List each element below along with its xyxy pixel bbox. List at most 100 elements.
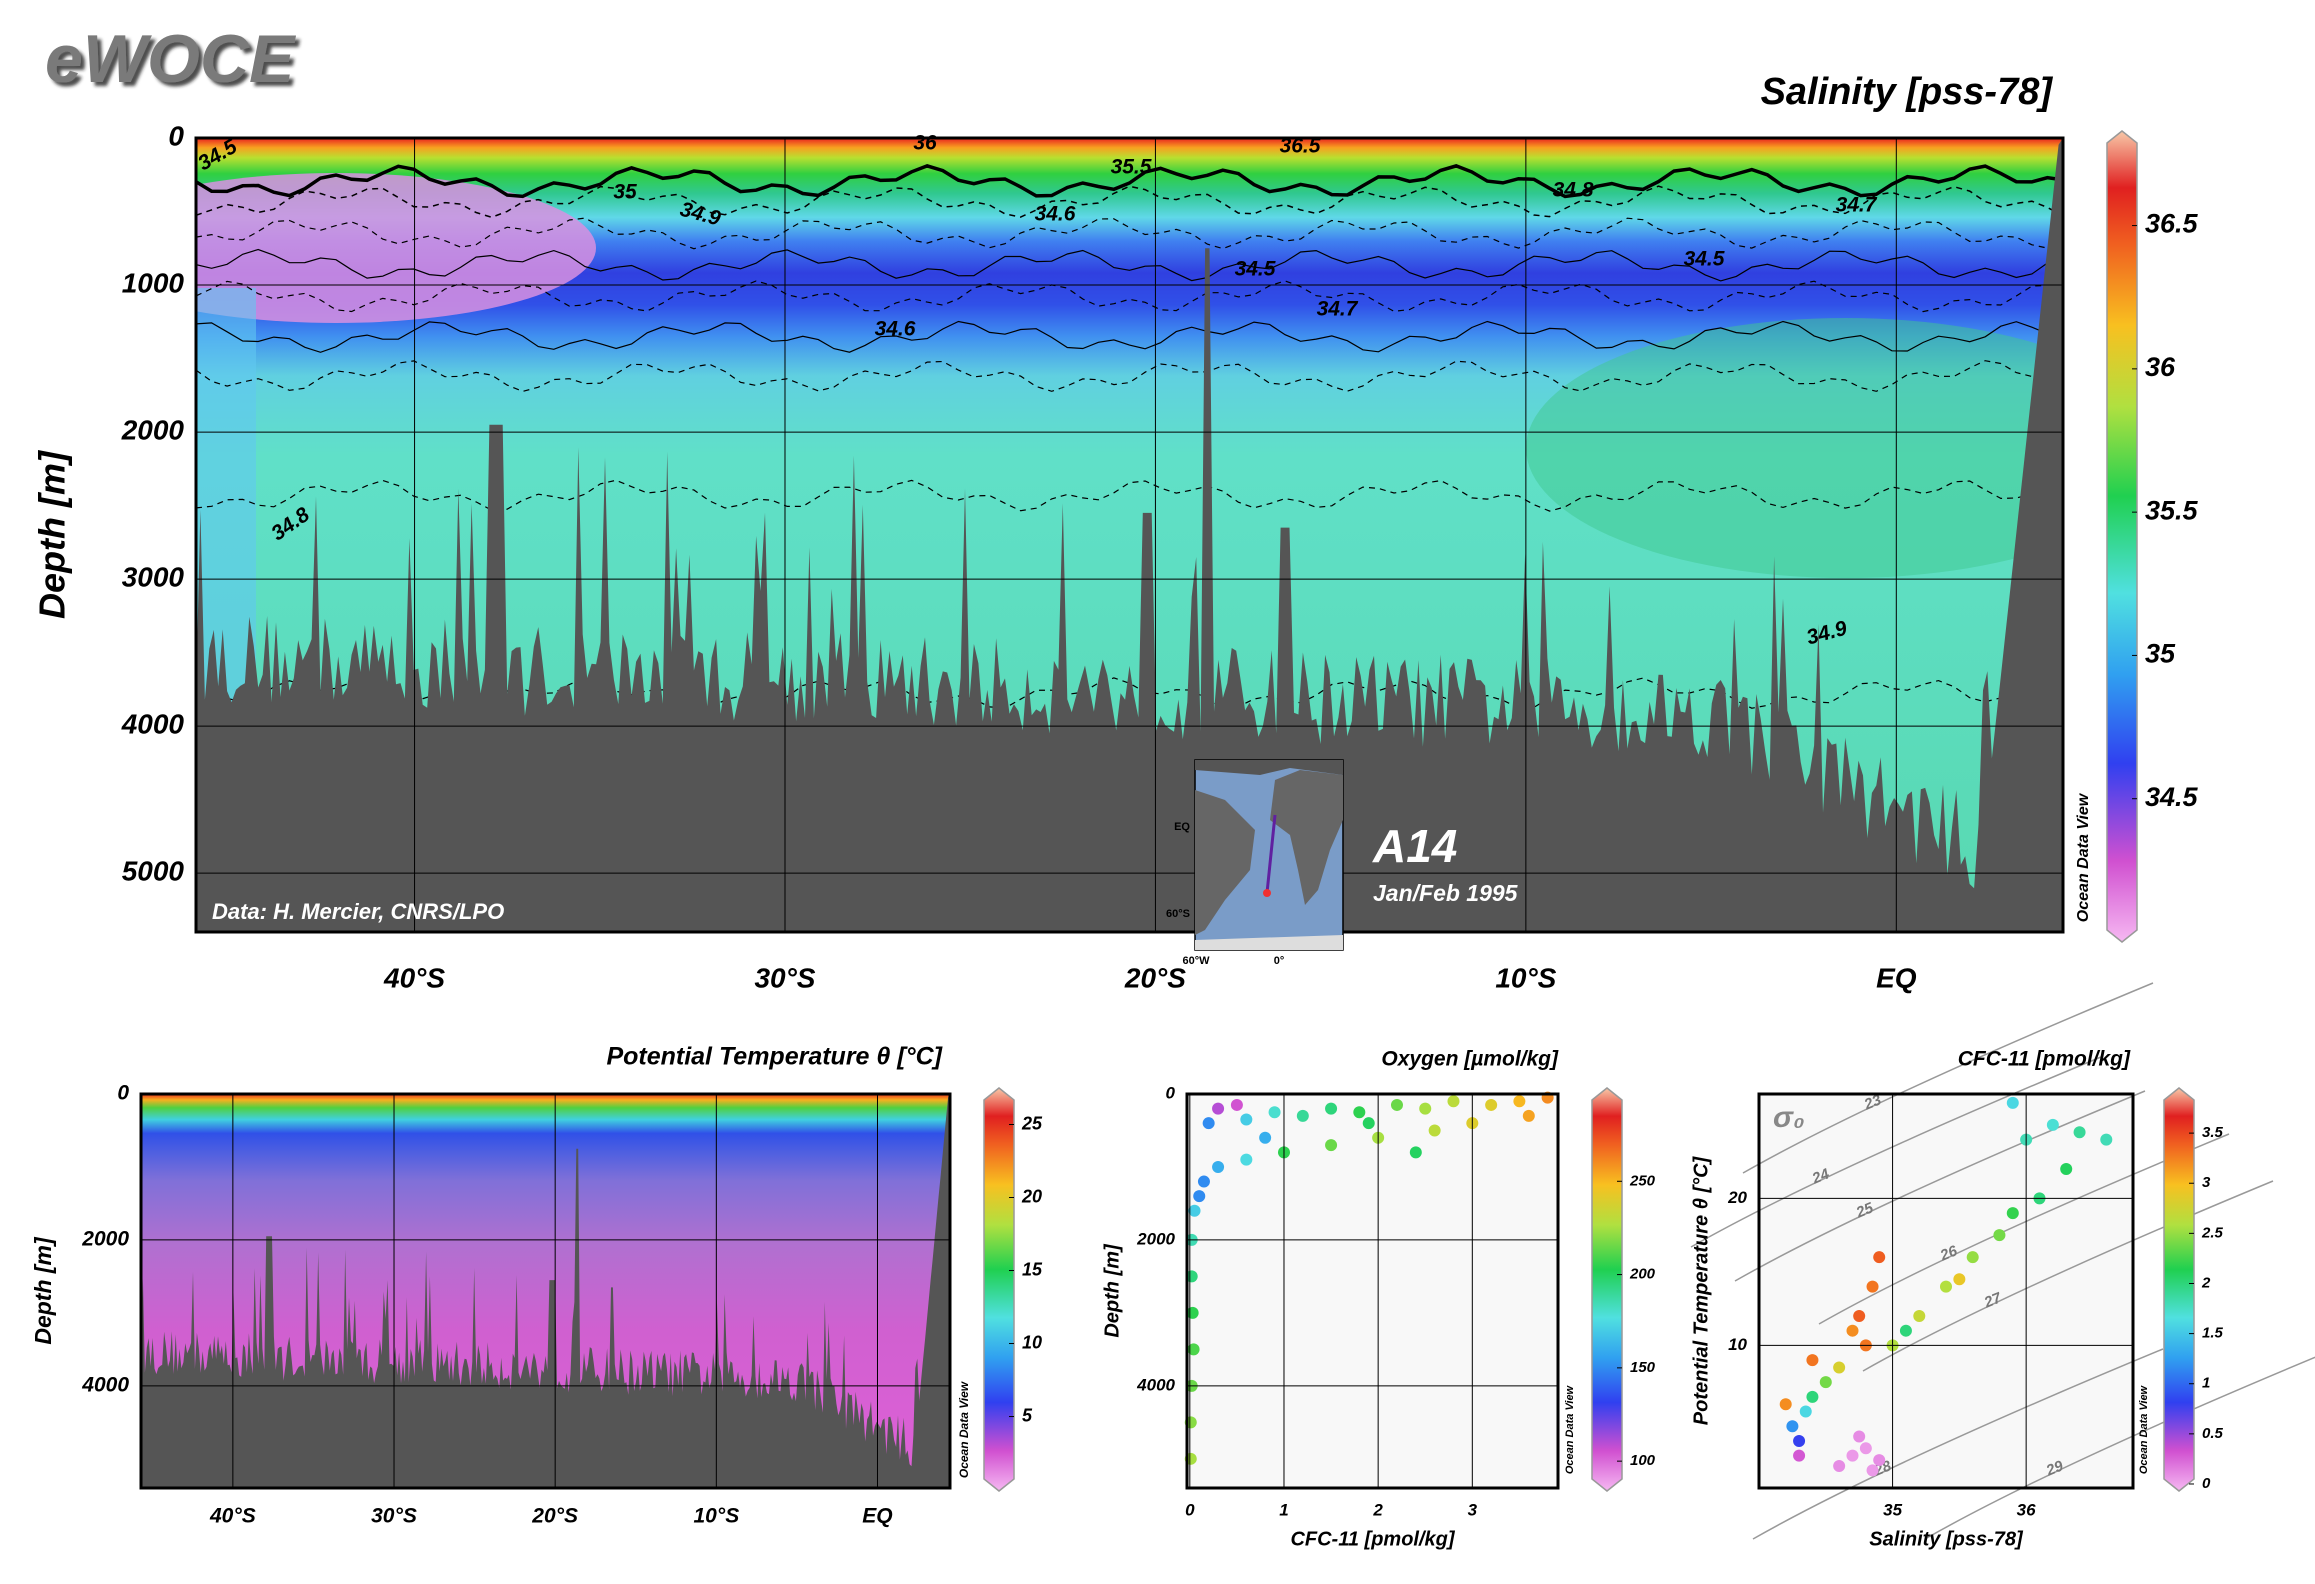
- point: [1799, 1405, 1812, 1418]
- contour-label: 34.6: [1035, 203, 1076, 226]
- isopycnal: [1752, 1348, 2164, 1540]
- y-tick-label: 4000: [1136, 1375, 1175, 1394]
- point: [1428, 1124, 1441, 1137]
- y-tick-label: 0: [168, 120, 184, 151]
- y-tick-label: 20: [1727, 1188, 1747, 1207]
- x-tick-label: 35: [1883, 1500, 1902, 1519]
- isopycnal-label: 26: [1937, 1242, 1960, 1265]
- contour-line: [196, 185, 2063, 219]
- colorbar-tick-label: 25: [1021, 1113, 1043, 1133]
- point: [1230, 1098, 1243, 1111]
- point: [1185, 1270, 1198, 1283]
- annotation: Jan/Feb 1995: [1373, 880, 1519, 906]
- point: [1212, 1102, 1225, 1115]
- topography: [141, 1094, 950, 1488]
- colorbar-tick-label: 250: [1629, 1172, 1656, 1189]
- x-tick-label: 2: [1372, 1500, 1383, 1519]
- x-tick-label: 10°S: [1495, 962, 1556, 993]
- point: [1353, 1106, 1366, 1119]
- plot-frame: [1185, 1092, 1560, 1490]
- x-axis-label: CFC-11 [pmol/kg]: [1290, 1528, 1455, 1550]
- colorbar: [2106, 130, 2138, 943]
- isopycnal: [1734, 1090, 2146, 1282]
- y-axis-label: Depth [m]: [32, 450, 73, 619]
- colorbar-tick-label: 1: [2202, 1375, 2210, 1392]
- point: [1819, 1376, 1832, 1389]
- point: [1833, 1459, 1846, 1472]
- contour-line: [196, 248, 2063, 282]
- point: [2100, 1133, 2113, 1146]
- x-tick-label: 30°S: [754, 962, 815, 993]
- x-tick-label: 3: [1468, 1500, 1478, 1519]
- y-tick-label: 0: [1166, 1083, 1176, 1102]
- y-tick-label: 2000: [1136, 1229, 1175, 1248]
- logo: eWOCE: [45, 21, 297, 97]
- x-axis-label: Salinity [pss-78]: [1869, 1528, 2024, 1550]
- colorbar-tick-label: 0.5: [2202, 1425, 2224, 1442]
- y-tick-label: 0: [117, 1082, 129, 1105]
- point: [2006, 1096, 2019, 1109]
- x-tick-label: 0: [1185, 1500, 1195, 1519]
- x-tick-label: 20°S: [1124, 962, 1186, 993]
- chart-title: Potential Temperature θ [°C]: [606, 1043, 943, 1071]
- point: [1859, 1442, 1872, 1455]
- inset-label: 0°: [1274, 955, 1285, 967]
- point: [1419, 1102, 1432, 1115]
- point: [1193, 1190, 1206, 1203]
- colorbar-tick-label: 2.5: [2201, 1224, 2224, 1241]
- y-axis-label: Potential Temperature θ [°C]: [1690, 1155, 1712, 1425]
- isopycnal-label: 27: [1981, 1289, 2004, 1312]
- point: [1866, 1280, 1879, 1293]
- point: [1853, 1309, 1866, 1322]
- colorbar-tick-label: 5: [1022, 1405, 1033, 1425]
- colorbar: [1591, 1087, 1623, 1492]
- point: [1240, 1153, 1253, 1166]
- colorbar-tick-label: 36: [2145, 352, 2176, 382]
- colorbar-tick-label: 2: [2201, 1274, 2211, 1291]
- colorbar-tick-label: 3.5: [2202, 1124, 2224, 1141]
- point: [1409, 1146, 1422, 1159]
- point: [1268, 1106, 1281, 1119]
- contour-label: 34.7: [1317, 298, 1359, 321]
- contour-line: [196, 164, 2063, 199]
- y-axis-label: Depth [m]: [1101, 1243, 1123, 1338]
- x-tick-label: 40°S: [209, 1505, 256, 1528]
- point: [2046, 1118, 2059, 1131]
- y-tick-label: 4000: [121, 709, 185, 740]
- point: [1522, 1109, 1535, 1122]
- point: [1853, 1430, 1866, 1443]
- point: [2073, 1126, 2086, 1139]
- point: [1187, 1343, 1200, 1356]
- point: [1846, 1449, 1859, 1462]
- colorbar-tick-label: 35: [2145, 639, 2176, 669]
- isopycnal: [1924, 1356, 2315, 1540]
- point: [1940, 1280, 1952, 1293]
- isopycnal-label: 23: [1861, 1091, 1884, 1114]
- colorbar-tick-label: 200: [1629, 1266, 1656, 1283]
- point: [1913, 1309, 1926, 1322]
- y-tick-label: 2000: [81, 1227, 129, 1250]
- y-axis-label: Depth [m]: [30, 1236, 56, 1345]
- point: [1259, 1131, 1272, 1144]
- plot-frame: [194, 136, 2065, 934]
- inset-label: EQ: [1174, 821, 1190, 833]
- colorbar-tick-label: 15: [1022, 1259, 1043, 1279]
- point: [1779, 1398, 1792, 1411]
- point: [1866, 1464, 1879, 1477]
- point: [1296, 1109, 1309, 1122]
- isopycnal-label: 29: [2043, 1457, 2066, 1480]
- field-patch: [1526, 318, 2063, 578]
- colorbar-tick-label: 34.5: [2145, 782, 2199, 812]
- x-tick-label: EQ: [862, 1505, 892, 1528]
- watermark: Ocean Data View: [2075, 792, 2092, 922]
- point: [1240, 1113, 1253, 1126]
- x-tick-label: EQ: [1876, 962, 1917, 993]
- isopycnal-symbol: σ₀: [1773, 1101, 1805, 1134]
- point: [1513, 1095, 1526, 1108]
- chart-title: Salinity [pss-78]: [1761, 71, 2054, 113]
- watermark: Ocean Data View: [1564, 1384, 1576, 1474]
- contour-label: 34.5: [1684, 248, 1725, 271]
- inset-label: 60°S: [1166, 908, 1190, 920]
- contour-label: 34.7: [1836, 194, 1878, 217]
- plot-frame: [1757, 1092, 2135, 1490]
